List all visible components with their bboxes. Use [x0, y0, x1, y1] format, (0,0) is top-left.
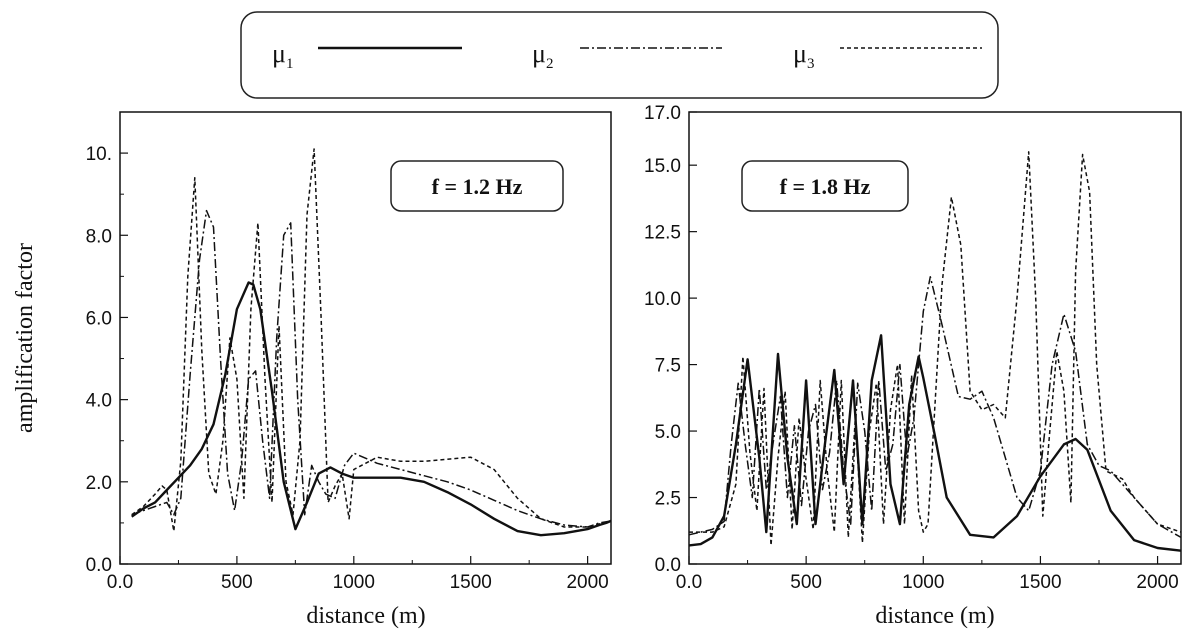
legend-symbol-mu2: μ2	[532, 39, 553, 72]
left-plot-frame	[119, 111, 612, 565]
right-series-solid	[688, 334, 1182, 552]
right-annotation: f = 1.8 Hz	[741, 160, 909, 212]
right-x-tick-label: 1000	[902, 572, 944, 593]
legend-box	[240, 11, 999, 99]
left-annotation-box	[390, 160, 564, 212]
left-annotation-label: f = 1.2 Hz	[432, 174, 523, 199]
left-x-tick-label: 1000	[333, 572, 375, 593]
left-y-tick-label: 2.0	[86, 473, 112, 494]
right-y-tick-label: 15.0	[644, 156, 681, 177]
left-x-tick-label: 0.0	[107, 572, 133, 593]
left-y-ticks: 0.0 2.0 4.0 6.0 8.0 10.	[86, 144, 128, 576]
left-x-axis-title: distance (m)	[306, 603, 425, 629]
right-x-tick-label: 500	[790, 572, 822, 593]
left-series-solid	[131, 281, 612, 537]
panel-right: 0.0 500 1000 1500 2000 0.0 2.5 5.0 7.5 10.0 12.5 1…	[644, 103, 1182, 629]
left-y-tick-label: 0.0	[86, 555, 112, 576]
legend-symbol-mu1: μ1	[272, 39, 293, 72]
left-x-tick-label: 2000	[566, 572, 608, 593]
left-y-tick-label: 8.0	[86, 226, 112, 247]
left-x-tick-label: 1500	[450, 572, 492, 593]
right-y-tick-label: 10.0	[644, 289, 681, 310]
legend: μ1 μ2 μ3	[240, 11, 999, 99]
right-y-tick-label: 17.0	[644, 103, 681, 124]
left-annotation: f = 1.2 Hz	[390, 160, 564, 212]
right-x-axis-title: distance (m)	[875, 603, 994, 629]
legend-subscript-mu2: 2	[546, 56, 554, 72]
right-y-tick-label: 2.5	[655, 489, 681, 510]
right-x-tick-label: 1500	[1019, 572, 1061, 593]
right-annotation-label: f = 1.8 Hz	[780, 174, 871, 199]
legend-subscript-mu1: 1	[286, 56, 294, 72]
legend-subscript-mu3: 3	[807, 56, 815, 72]
right-x-ticks: 0.0 500 1000 1500 2000	[676, 556, 1179, 593]
left-y-tick-label: 6.0	[86, 308, 112, 329]
right-x-tick-label: 0.0	[676, 572, 702, 593]
legend-entry-mu2: μ2	[532, 39, 722, 72]
y-axis-title: amplification factor	[12, 243, 38, 433]
legend-symbol-mu3: μ3	[793, 39, 814, 72]
legend-entry-mu1: μ1	[272, 39, 462, 72]
right-y-tick-label: 5.0	[655, 422, 681, 443]
right-y-tick-label: 0.0	[655, 555, 681, 576]
left-y-tick-label: 4.0	[86, 391, 112, 412]
right-plot-frame	[688, 111, 1182, 565]
left-series-dashed	[131, 148, 612, 532]
right-annotation-box	[741, 160, 909, 212]
right-y-tick-label: 12.5	[644, 223, 681, 244]
right-series-dashed	[689, 151, 1182, 547]
right-y-ticks: 0.0 2.5 5.0 7.5 10.0 12.5 15.0 17.0	[644, 103, 697, 576]
right-y-tick-label: 7.5	[655, 356, 681, 377]
left-series-group	[131, 148, 612, 537]
left-y-tick-label: 10.	[86, 144, 112, 165]
right-x-tick-label: 2000	[1136, 572, 1178, 593]
left-x-tick-label: 500	[221, 572, 253, 593]
left-x-ticks: 0.0 500 1000 1500 2000	[107, 556, 609, 593]
right-series-dashdot	[688, 276, 1182, 539]
legend-entry-mu3: μ3	[793, 39, 982, 72]
right-series-group	[688, 151, 1182, 552]
panel-left: 0.0 500 1000 1500 2000 0.0 2.0 4.0 6.0 8.0 10. di…	[86, 111, 612, 629]
left-series-dashdot	[131, 209, 612, 528]
